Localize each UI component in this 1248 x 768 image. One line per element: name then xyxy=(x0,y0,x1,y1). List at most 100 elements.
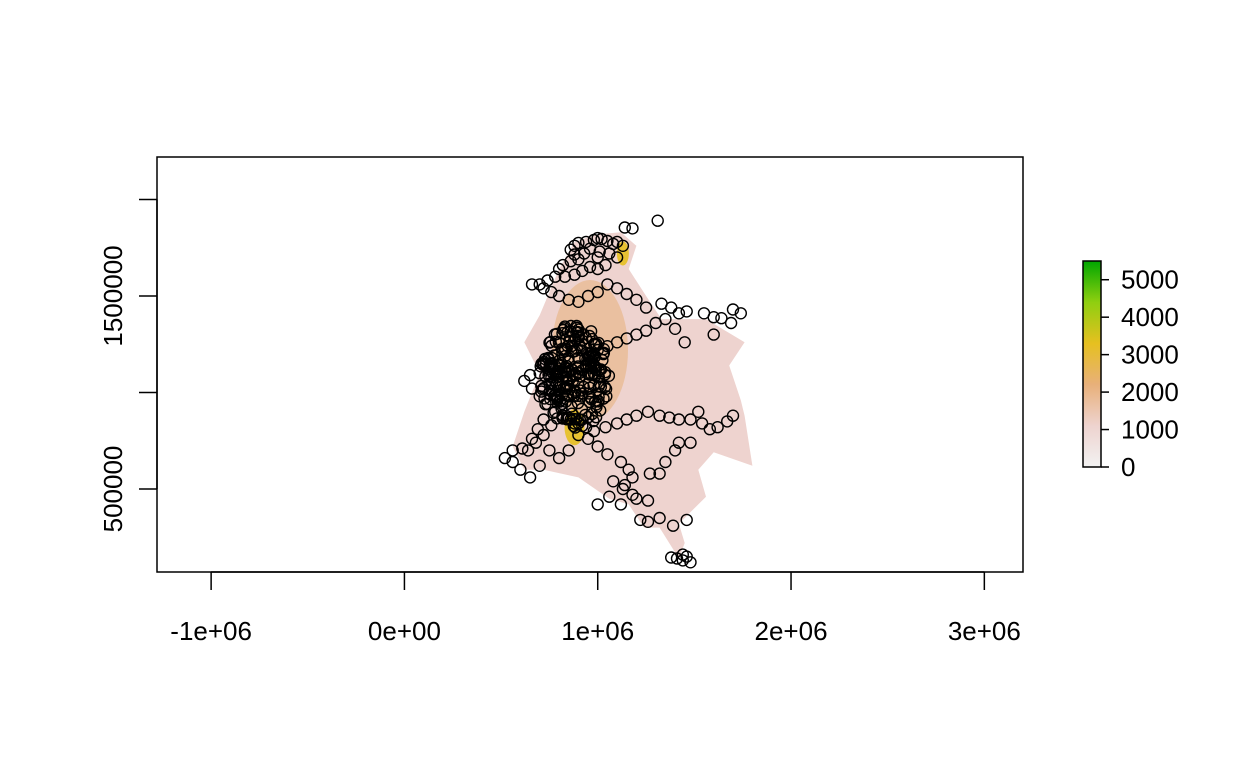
data-point xyxy=(591,262,604,276)
data-point xyxy=(630,409,643,422)
data-point xyxy=(641,494,655,507)
data-point xyxy=(552,262,566,276)
data-point xyxy=(516,442,529,455)
x-tick-label: 1e+06 xyxy=(561,616,634,646)
data-point xyxy=(592,395,605,408)
data-point xyxy=(552,451,566,465)
data-point xyxy=(541,274,554,287)
data-point xyxy=(587,424,601,438)
data-point xyxy=(630,492,643,505)
x-tick-label: 0e+00 xyxy=(368,616,441,646)
data-point xyxy=(659,455,672,469)
data-point xyxy=(653,511,666,525)
data-point xyxy=(601,448,614,461)
data-point xyxy=(555,389,569,402)
data-point xyxy=(672,307,686,320)
data-point xyxy=(684,556,697,569)
data-point xyxy=(672,436,686,449)
legend-tick-label: 0 xyxy=(1121,452,1135,482)
data-point xyxy=(663,411,676,424)
legend-tick-label: 3000 xyxy=(1121,340,1179,370)
data-point xyxy=(616,239,630,253)
data-point xyxy=(715,312,728,325)
data-point xyxy=(583,260,597,274)
data-point xyxy=(585,407,599,421)
data-point xyxy=(587,414,600,428)
data-point xyxy=(559,382,572,395)
x-tick-label: 2e+06 xyxy=(755,616,828,646)
data-point xyxy=(498,451,512,465)
data-point xyxy=(537,413,550,426)
data-point xyxy=(558,270,572,283)
data-point xyxy=(560,360,574,373)
data-point xyxy=(533,459,546,472)
data-point xyxy=(562,351,575,365)
data-point xyxy=(593,245,606,258)
raster-region-peak xyxy=(616,241,629,266)
data-point xyxy=(562,293,575,306)
data-point xyxy=(552,336,566,349)
data-point xyxy=(591,285,604,299)
data-point xyxy=(549,270,562,283)
data-point xyxy=(565,400,578,413)
data-point xyxy=(603,490,616,503)
data-point xyxy=(595,232,608,246)
data-point xyxy=(567,334,581,348)
legend-tick-label: 2000 xyxy=(1121,377,1179,407)
data-point xyxy=(726,303,740,316)
data-point xyxy=(518,374,531,388)
data-point xyxy=(551,374,564,387)
data-point xyxy=(707,311,720,324)
data-point xyxy=(567,419,580,433)
data-point xyxy=(602,369,616,382)
data-point xyxy=(553,358,567,372)
data-point xyxy=(634,513,647,527)
data-point xyxy=(521,444,535,457)
data-point xyxy=(614,455,628,469)
data-point xyxy=(653,467,666,480)
data-point xyxy=(620,287,633,301)
y-tick-label: 500000 xyxy=(98,446,128,533)
data-point xyxy=(572,295,585,308)
x-axis: -1e+06 0e+00 1e+06 2e+06 3e+06 xyxy=(170,571,1021,646)
data-point xyxy=(544,357,557,370)
x-tick-label: 3e+06 xyxy=(948,616,1021,646)
data-point xyxy=(572,253,585,266)
legend-tick-label: 1000 xyxy=(1121,415,1179,445)
data-point xyxy=(676,554,689,567)
data-point xyxy=(579,235,593,249)
data-point xyxy=(665,301,678,314)
data-point xyxy=(599,421,612,434)
data-point xyxy=(726,409,740,422)
data-point xyxy=(525,432,539,445)
data-point xyxy=(734,307,747,320)
data-point xyxy=(574,384,587,397)
data-point xyxy=(601,234,614,248)
data-point xyxy=(568,239,581,253)
data-point xyxy=(583,381,596,394)
data-point xyxy=(618,478,631,492)
x-tick-label: -1e+06 xyxy=(170,616,252,646)
data-point xyxy=(680,305,693,318)
data-point xyxy=(537,282,550,295)
data-point xyxy=(684,413,697,426)
data-point xyxy=(711,421,724,434)
data-point xyxy=(692,405,705,418)
data-point xyxy=(639,301,653,314)
y-axis: 500000 1500000 xyxy=(98,198,158,533)
data-point xyxy=(568,268,581,281)
points-layer xyxy=(498,214,747,569)
data-point xyxy=(545,339,558,352)
data-point xyxy=(506,444,519,457)
data-point xyxy=(570,326,583,339)
data-point xyxy=(573,370,586,383)
data-point xyxy=(591,498,604,511)
data-point xyxy=(599,258,612,272)
data-point xyxy=(603,247,616,260)
legend-tick-label: 5000 xyxy=(1121,265,1179,295)
data-point xyxy=(643,467,657,480)
data-point xyxy=(562,444,575,457)
data-point xyxy=(556,258,570,272)
data-point xyxy=(610,282,624,295)
data-point xyxy=(599,382,613,396)
